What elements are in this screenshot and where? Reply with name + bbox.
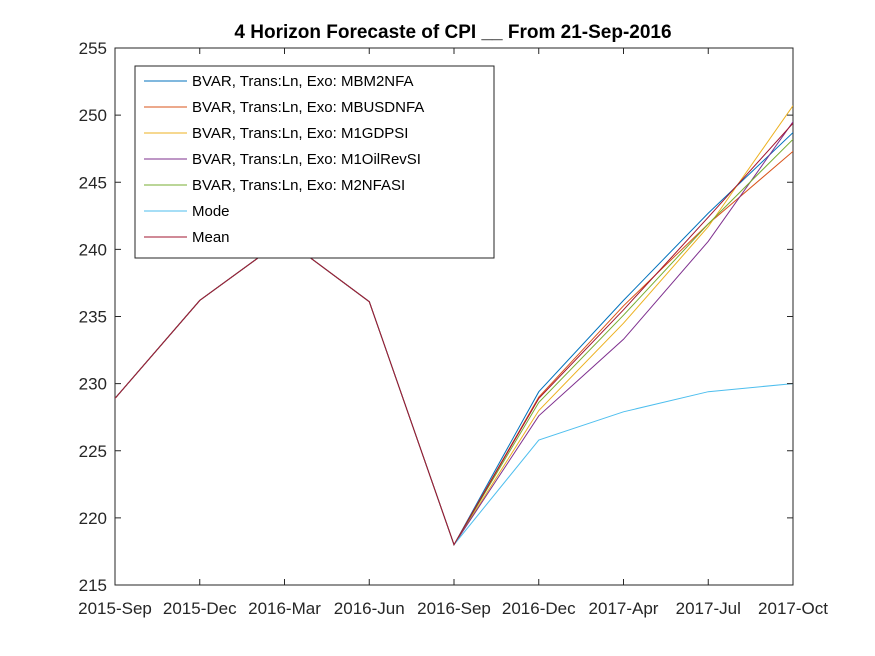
x-tick-label: 2015-Sep: [78, 599, 152, 618]
legend-label: Mean: [192, 229, 230, 246]
y-tick-label: 255: [79, 39, 107, 58]
legend-label: BVAR, Trans:Ln, Exo: M1GDPSI: [192, 125, 408, 142]
y-tick-label: 230: [79, 375, 107, 394]
legend-label: BVAR, Trans:Ln, Exo: M1OilRevSI: [192, 151, 421, 168]
y-tick-label: 235: [79, 308, 107, 327]
y-tick-label: 250: [79, 106, 107, 125]
x-tick-label: 2017-Jul: [676, 599, 741, 618]
x-tick-label: 2016-Dec: [502, 599, 576, 618]
x-tick-label: 2016-Mar: [248, 599, 321, 618]
legend: BVAR, Trans:Ln, Exo: MBM2NFA BVAR, Trans:…: [134, 65, 495, 259]
x-tick-label: 2017-Apr: [589, 599, 659, 618]
series-lines: [115, 105, 793, 546]
legend-label: BVAR, Trans:Ln, Exo: M2NFASI: [192, 177, 405, 194]
x-tick-label: 2015-Dec: [163, 599, 237, 618]
x-tick-label: 2017-Oct: [758, 599, 828, 618]
x-axis: 2015-Sep 2015-Dec 2016-Mar 2016-Jun 2016-Sep…: [78, 48, 828, 618]
x-tick-label: 2016-Sep: [417, 599, 491, 618]
y-tick-label: 240: [79, 240, 107, 259]
y-tick-label: 245: [79, 173, 107, 192]
legend-box: [134, 65, 495, 259]
series-line-7: [115, 122, 793, 546]
y-axis: 215 220 225 230 235 240 245 250 255: [79, 39, 793, 595]
y-tick-label: 220: [79, 509, 107, 528]
legend-label: Mode: [192, 203, 230, 220]
x-tick-label: 2016-Jun: [334, 599, 405, 618]
y-tick-label: 225: [79, 442, 107, 461]
legend-label: BVAR, Trans:Ln, Exo: MBM2NFA: [192, 73, 413, 90]
legend-label: BVAR, Trans:Ln, Exo: MBUSDNFA: [192, 99, 424, 116]
chart-title: 4 Horizon Forecaste of CPI __ From 21-Se…: [234, 22, 671, 43]
y-tick-label: 215: [79, 576, 107, 595]
